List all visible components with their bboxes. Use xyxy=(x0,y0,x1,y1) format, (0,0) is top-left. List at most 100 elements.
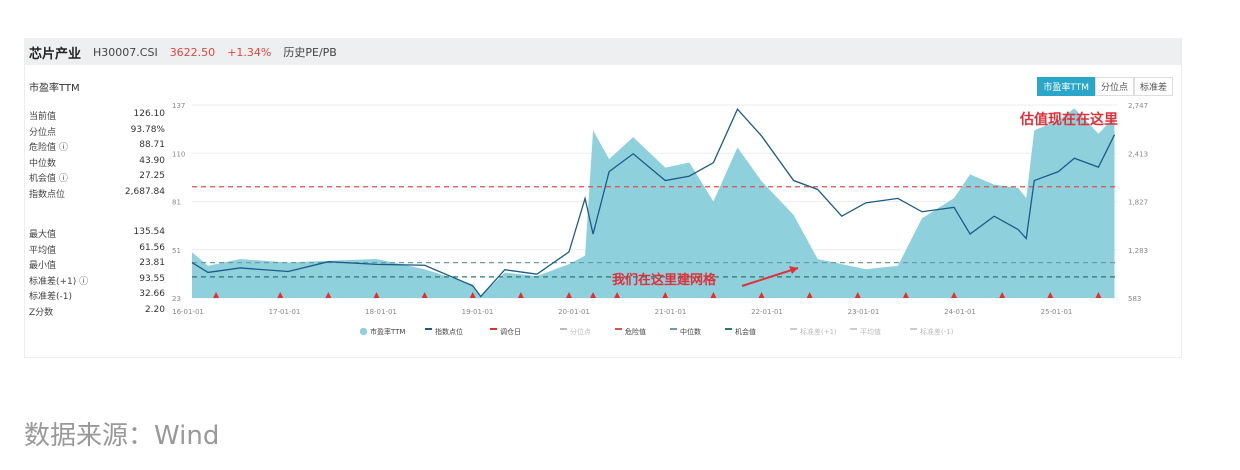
annotation-grid: 我们在这里建网格 xyxy=(612,272,717,288)
legend-item: 调仓日 xyxy=(500,327,521,336)
rebalance-marker xyxy=(590,292,597,298)
metric-title: 市盈率TTM xyxy=(29,83,80,94)
rebalance-marker xyxy=(421,292,428,298)
stat-value: 93.55 xyxy=(139,273,165,284)
tab-percentile[interactable]: 分位点 xyxy=(1094,77,1134,96)
stat-row: 平均值 61.56 xyxy=(29,243,165,259)
stat-value: 2.20 xyxy=(144,304,165,315)
y-left-tick: 51 xyxy=(172,247,181,255)
x-tick: 23-01-01 xyxy=(848,308,880,316)
rebalance-marker xyxy=(902,292,909,298)
stat-label: 最大值 xyxy=(29,230,57,240)
index-change: +1.34% xyxy=(227,45,272,59)
annotation-now: 估值现在在这里 xyxy=(1019,111,1118,128)
stat-row: 标准差(+1) ⓘ 93.55 xyxy=(29,274,165,290)
x-tick: 22-01-01 xyxy=(751,308,783,316)
legend-swatch xyxy=(490,328,497,330)
rebalance-marker xyxy=(999,292,1006,298)
rebalance-marker xyxy=(469,292,476,298)
stat-row: 最大值 135.54 xyxy=(29,227,165,243)
index-line xyxy=(191,108,1116,298)
legend-swatch xyxy=(790,328,797,330)
rebalance-marker xyxy=(614,292,621,298)
legend-item: 平均值 xyxy=(860,327,881,336)
stat-value: 32.66 xyxy=(139,289,165,300)
stat-label: 标准差(-1) xyxy=(29,292,72,303)
arrow-head-icon xyxy=(789,266,798,274)
y-right-tick: 1,827 xyxy=(1128,199,1148,207)
stats-history: 最大值 135.54 平均值 61.56 最小值 23.81 标准差(+1) ⓘ 93.55 标… xyxy=(29,227,165,321)
legend-item: 危险值 xyxy=(625,327,646,336)
stat-row: 指数点位 2,687.84 xyxy=(29,187,165,203)
rebalance-marker xyxy=(951,292,958,298)
source-note: 数据来源：Wind xyxy=(24,421,220,451)
index-header: 芯片产业 H30007.CSI 3622.50 +1.34% 历史PE/PB xyxy=(25,39,1181,65)
stat-value: 135.54 xyxy=(133,227,166,237)
stat-label: 平均值 xyxy=(29,245,57,256)
y-right-tick: 2,413 xyxy=(1128,150,1148,158)
x-tick: 18-01-01 xyxy=(365,308,397,316)
index-name: 芯片产业 xyxy=(29,46,82,62)
legend-item: 中位数 xyxy=(680,327,701,336)
stat-value: 126.10 xyxy=(133,109,166,119)
index-price: 3622.50 xyxy=(169,45,216,59)
stat-row: 当前值 126.10 xyxy=(29,109,165,125)
y-left-tick: 137 xyxy=(172,102,185,110)
stat-value: 93.78% xyxy=(130,124,165,135)
legend-item: 标准差(+1) xyxy=(800,327,837,336)
y-right-tick: 2,747 xyxy=(1128,102,1148,110)
stat-value: 2,687.84 xyxy=(124,186,165,197)
rebalance-marker xyxy=(758,292,765,298)
stat-label: 危险值 ⓘ xyxy=(29,143,68,154)
x-tick: 19-01-01 xyxy=(462,308,494,316)
metric-tabs: 市盈率TTM 分位点 标准差 xyxy=(1037,77,1173,96)
stat-value: 23.81 xyxy=(139,258,165,269)
rebalance-marker xyxy=(517,292,524,298)
x-tick: 16-01-01 xyxy=(172,308,204,316)
y-right-tick: 583 xyxy=(1128,295,1141,303)
stat-row: Z分数 2.20 xyxy=(29,305,165,321)
stat-label: 最小值 xyxy=(29,261,57,272)
y-left-tick: 23 xyxy=(172,295,181,303)
stat-label: Z分数 xyxy=(29,307,54,318)
stat-row: 标准差(-1) 32.66 xyxy=(29,289,165,305)
rebalance-marker xyxy=(662,292,669,298)
rebalance-marker xyxy=(710,292,717,298)
x-tick: 25-01-01 xyxy=(1041,308,1073,316)
legend-item: 分位点 xyxy=(570,327,591,336)
rebalance-marker xyxy=(1047,292,1054,298)
tab-std[interactable]: 标准差 xyxy=(1133,77,1173,96)
x-tick: 24-01-01 xyxy=(944,308,976,316)
rebalance-marker xyxy=(566,292,573,298)
mode-label: 历史PE/PB xyxy=(283,46,337,59)
tab-pe-ttm[interactable]: 市盈率TTM xyxy=(1037,77,1095,96)
stat-label: 中位数 xyxy=(29,158,57,169)
legend-item: 机会值 xyxy=(735,327,756,336)
stat-row: 中位数 43.90 xyxy=(29,156,165,172)
rebalance-marker xyxy=(325,292,332,298)
legend-swatch xyxy=(560,328,567,330)
legend-swatch xyxy=(725,328,732,330)
legend-swatch xyxy=(910,328,917,330)
y-right-tick: 1,283 xyxy=(1128,247,1148,255)
stat-value: 88.71 xyxy=(139,140,165,151)
legend-item: 指数点位 xyxy=(435,327,463,336)
stats-current: 当前值 126.10 分位点 93.78% 危险值 ⓘ 88.71 中位数 43.90 机会值 … xyxy=(29,109,165,203)
y-left-tick: 81 xyxy=(172,199,181,207)
y-left-tick: 110 xyxy=(172,150,185,158)
legend-swatch xyxy=(615,328,622,330)
legend-item: 市盈率TTM xyxy=(370,327,405,336)
stat-row: 机会值 ⓘ 27.25 xyxy=(29,171,165,187)
x-tick: 21-01-01 xyxy=(655,308,687,316)
stat-label: 当前值 xyxy=(29,112,57,122)
stat-row: 分位点 93.78% xyxy=(29,125,165,141)
rebalance-marker xyxy=(806,292,813,298)
stat-value: 27.25 xyxy=(139,171,165,182)
stat-row: 危险值 ⓘ 88.71 xyxy=(29,140,165,156)
stat-label: 标准差(+1) ⓘ xyxy=(29,276,89,287)
rebalance-marker xyxy=(854,292,861,298)
rebalance-marker xyxy=(1095,292,1102,298)
rebalance-marker xyxy=(277,292,284,298)
legend-swatch xyxy=(425,328,432,330)
